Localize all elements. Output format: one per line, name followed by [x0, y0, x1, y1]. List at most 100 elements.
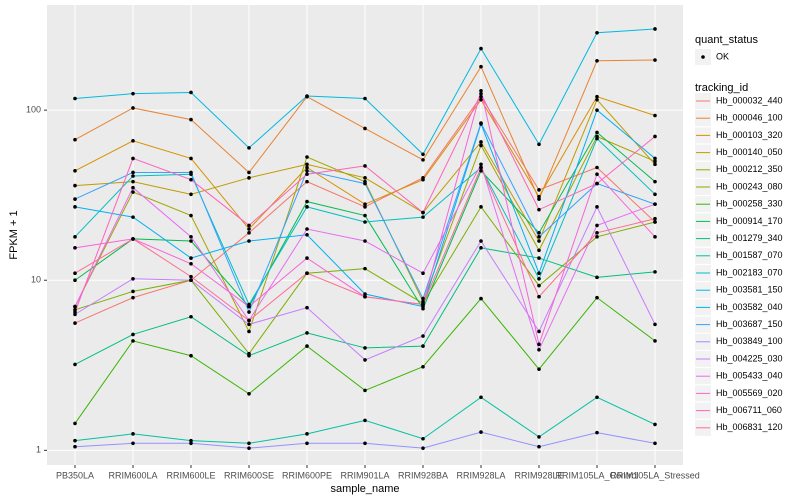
data-point	[363, 266, 367, 271]
x-tick-label: RRIM105LA_Control	[555, 470, 638, 480]
data-point	[189, 256, 193, 260]
data-point	[73, 271, 77, 275]
data-point	[131, 156, 135, 161]
data-point	[363, 213, 367, 218]
legend-label: Hb_000243_080	[716, 181, 783, 191]
data-point	[595, 98, 599, 102]
data-point	[421, 210, 425, 215]
data-point	[653, 162, 657, 167]
data-point	[479, 64, 483, 69]
legend-label: Hb_005433_040	[716, 371, 783, 381]
data-point	[595, 223, 599, 228]
data-point	[131, 179, 135, 184]
data-point	[653, 58, 657, 62]
data-point	[537, 329, 541, 334]
data-point	[189, 239, 193, 243]
data-point	[537, 276, 541, 281]
y-axis-label: FPKM + 1	[8, 210, 20, 259]
legend-label: Hb_006711_060	[716, 405, 782, 415]
data-point	[189, 314, 193, 319]
data-point	[479, 395, 483, 400]
data-point	[595, 136, 599, 141]
data-point	[247, 227, 251, 231]
data-point	[131, 190, 135, 194]
x-tick-label: RRIM928BA	[398, 470, 448, 480]
data-point	[653, 202, 657, 206]
data-point	[73, 310, 77, 314]
data-point	[305, 271, 309, 275]
data-point	[131, 139, 135, 143]
data-point	[363, 239, 367, 243]
data-point	[131, 289, 135, 294]
data-point	[595, 30, 599, 35]
data-point	[73, 246, 77, 250]
data-point	[363, 205, 367, 209]
data-point	[247, 310, 251, 314]
data-point	[131, 332, 135, 337]
data-point	[131, 237, 135, 241]
data-point	[247, 170, 251, 175]
data-point	[537, 256, 541, 260]
data-point	[73, 362, 77, 367]
data-point	[305, 205, 309, 209]
legend-label: OK	[716, 51, 729, 61]
data-point	[653, 339, 657, 343]
data-point	[305, 179, 309, 184]
data-point	[537, 188, 541, 192]
data-point	[421, 436, 425, 441]
data-point	[595, 395, 599, 400]
data-point	[305, 305, 309, 310]
data-point	[189, 213, 193, 218]
data-point	[363, 176, 367, 180]
data-point	[479, 205, 483, 209]
data-point	[421, 152, 425, 157]
data-point	[595, 130, 599, 135]
data-point	[363, 292, 367, 296]
legend-label: Hb_000140_050	[716, 147, 783, 157]
data-point	[73, 137, 77, 142]
x-tick-label: RRIM600PE	[282, 470, 332, 480]
data-point	[653, 220, 657, 224]
legend-label: Hb_002183_070	[716, 267, 783, 277]
data-point	[247, 329, 251, 334]
data-point	[247, 353, 251, 358]
data-point	[247, 239, 251, 243]
data-point	[247, 304, 251, 309]
data-point	[537, 248, 541, 253]
data-point	[595, 108, 599, 112]
data-point	[247, 446, 251, 450]
data-point	[189, 274, 193, 279]
legend-label: Hb_000914_170	[716, 216, 783, 226]
data-point	[421, 215, 425, 219]
data-point	[247, 441, 251, 446]
data-point	[73, 438, 77, 443]
data-point	[131, 170, 135, 175]
data-point	[305, 155, 309, 159]
x-tick-label: RRIM105LA_Stressed	[610, 470, 700, 480]
data-point	[305, 168, 309, 173]
data-point	[479, 430, 483, 434]
data-point	[595, 58, 599, 63]
y-tick-label: 1	[36, 445, 41, 455]
data-point	[537, 435, 541, 439]
data-point	[305, 227, 309, 231]
data-point	[653, 192, 657, 197]
legend-label: Hb_000103_320	[716, 130, 783, 140]
data-point	[421, 334, 425, 338]
x-tick-label: RRIM928LE	[514, 470, 563, 480]
data-point	[305, 162, 309, 167]
data-point	[305, 165, 309, 170]
data-point	[479, 94, 483, 99]
data-point	[247, 223, 251, 228]
data-point	[131, 276, 135, 281]
data-point	[363, 220, 367, 224]
legend-label: Hb_003582_040	[716, 302, 783, 312]
data-point	[421, 296, 425, 301]
data-point	[421, 344, 425, 348]
data-point	[537, 294, 541, 299]
x-axis-label: sample_name	[330, 483, 399, 495]
data-point	[363, 294, 367, 299]
data-point	[421, 177, 425, 182]
legend-label: Hb_000046_100	[716, 113, 783, 123]
